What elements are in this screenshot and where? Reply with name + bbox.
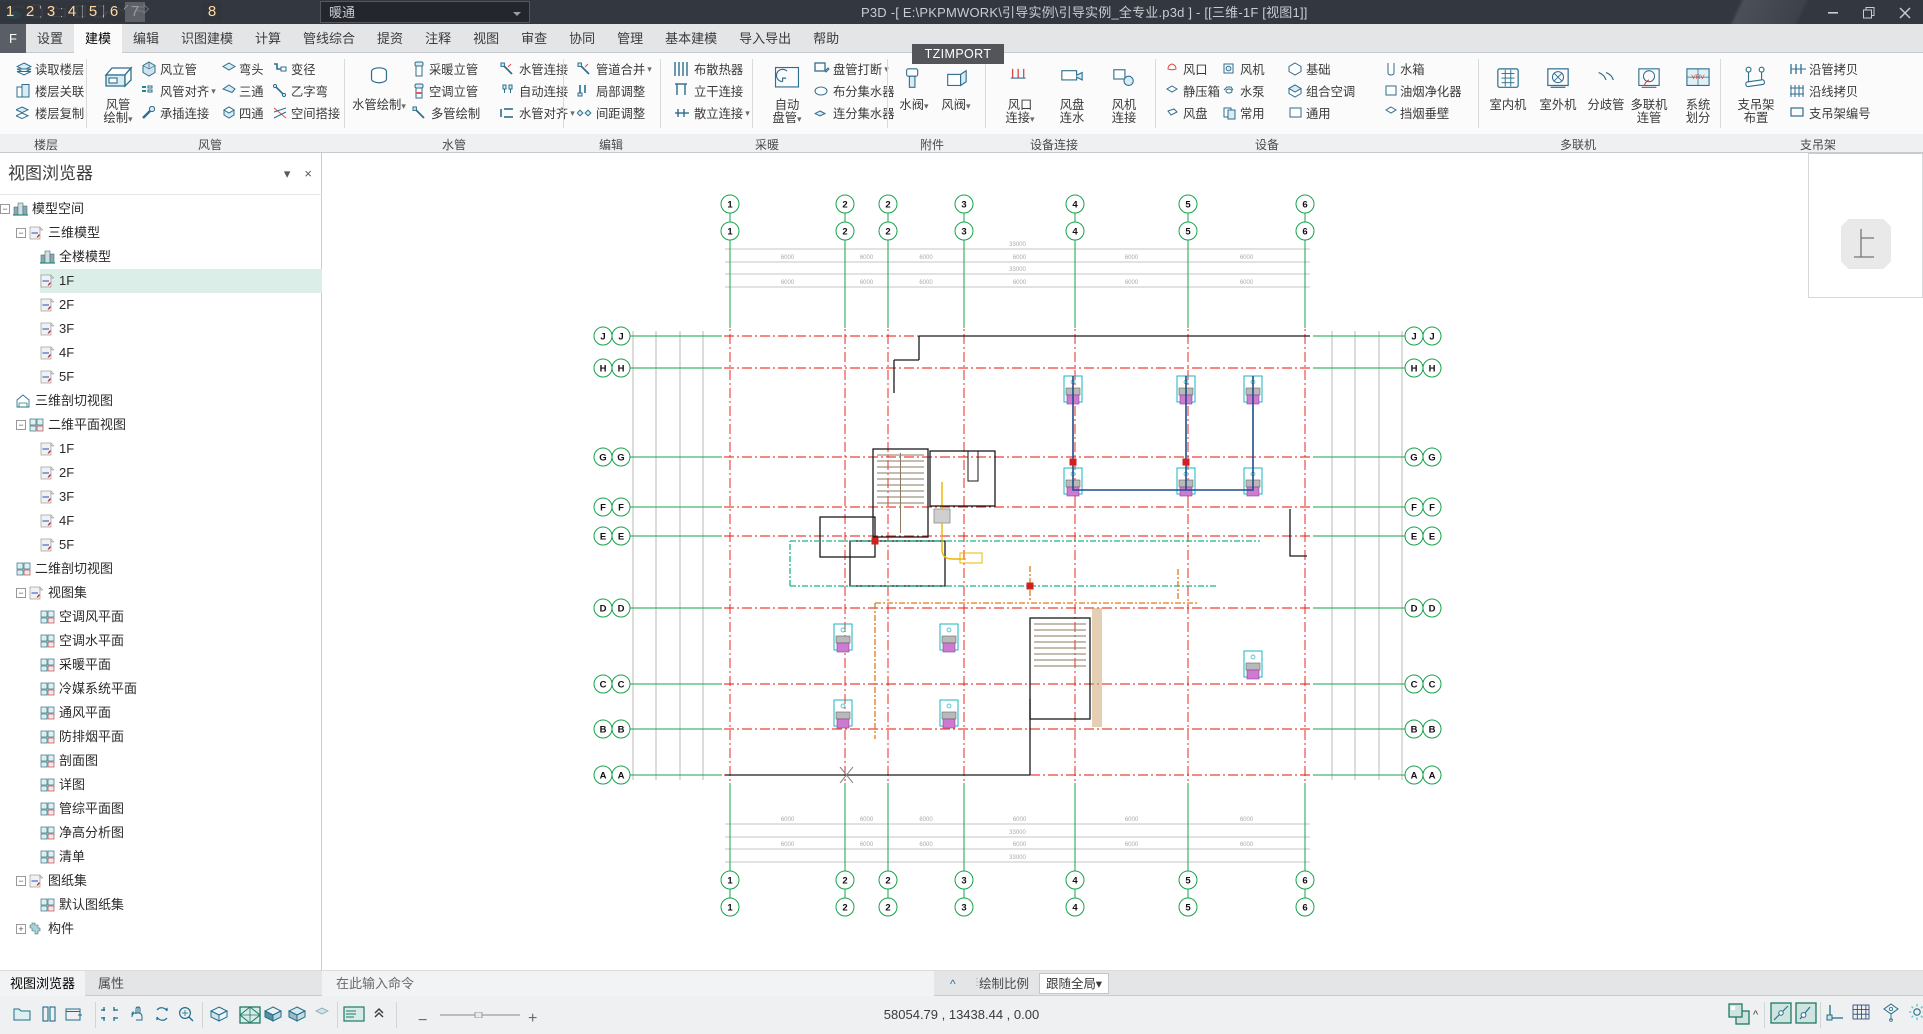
svg-text:J: J — [600, 332, 605, 343]
svg-text:6000: 6000 — [1240, 255, 1254, 261]
svg-text:6000: 6000 — [1125, 280, 1139, 286]
svg-text:A: A — [600, 771, 607, 782]
svg-text:6000: 6000 — [1013, 255, 1027, 261]
svg-text:D: D — [600, 604, 607, 615]
svg-text:G: G — [1410, 453, 1417, 464]
svg-text:6000: 6000 — [860, 817, 874, 823]
svg-text:2: 2 — [885, 903, 890, 914]
svg-text:4: 4 — [1072, 903, 1078, 914]
svg-text:33000: 33000 — [1009, 855, 1026, 861]
svg-text:B: B — [618, 725, 625, 736]
svg-text:3: 3 — [961, 903, 966, 914]
svg-text:2: 2 — [842, 903, 847, 914]
svg-text:6000: 6000 — [860, 255, 874, 261]
svg-text:5: 5 — [1185, 227, 1191, 238]
svg-text:D: D — [618, 604, 625, 615]
svg-text:6000: 6000 — [919, 842, 933, 848]
svg-text:6000: 6000 — [1240, 842, 1254, 848]
svg-text:J: J — [1429, 332, 1434, 343]
svg-text:4: 4 — [1072, 200, 1078, 211]
svg-text:3: 3 — [961, 200, 966, 211]
svg-text:2: 2 — [842, 200, 847, 211]
svg-text:1: 1 — [727, 200, 733, 211]
svg-text:F: F — [1429, 503, 1435, 514]
svg-text:D: D — [1429, 604, 1436, 615]
svg-text:C: C — [1411, 680, 1418, 691]
svg-text:6000: 6000 — [1125, 842, 1139, 848]
svg-text:6000: 6000 — [1013, 842, 1027, 848]
svg-text:3: 3 — [961, 227, 966, 238]
svg-text:2: 2 — [842, 876, 847, 887]
svg-text:E: E — [1429, 532, 1435, 543]
svg-text:33000: 33000 — [1009, 830, 1026, 836]
svg-text:G: G — [599, 453, 606, 464]
svg-text:2: 2 — [842, 227, 847, 238]
svg-text:B: B — [1429, 725, 1436, 736]
svg-text:6: 6 — [1302, 876, 1307, 887]
svg-text:2: 2 — [885, 227, 890, 238]
svg-text:F: F — [600, 503, 606, 514]
svg-text:5: 5 — [1185, 200, 1191, 211]
svg-text:6000: 6000 — [919, 255, 933, 261]
svg-text:A: A — [1429, 771, 1436, 782]
svg-text:5: 5 — [1185, 876, 1191, 887]
svg-text:J: J — [1411, 332, 1416, 343]
svg-text:3: 3 — [961, 876, 966, 887]
svg-text:B: B — [1411, 725, 1418, 736]
svg-text:C: C — [1429, 680, 1436, 691]
svg-text:6000: 6000 — [1240, 280, 1254, 286]
svg-text:6000: 6000 — [919, 280, 933, 286]
svg-text:6000: 6000 — [1013, 817, 1027, 823]
svg-text:4: 4 — [1072, 876, 1078, 887]
svg-text:6000: 6000 — [781, 280, 795, 286]
svg-text:6000: 6000 — [1240, 817, 1254, 823]
svg-text:6: 6 — [1302, 227, 1307, 238]
svg-text:G: G — [617, 453, 624, 464]
svg-text:H: H — [1411, 364, 1418, 375]
svg-text:F: F — [1411, 503, 1417, 514]
svg-text:H: H — [1429, 364, 1436, 375]
svg-text:C: C — [618, 680, 625, 691]
svg-text:A: A — [618, 771, 625, 782]
svg-text:6000: 6000 — [1013, 280, 1027, 286]
svg-text:E: E — [1411, 532, 1417, 543]
svg-text:H: H — [618, 364, 625, 375]
svg-text:E: E — [600, 532, 606, 543]
svg-text:2: 2 — [885, 200, 890, 211]
svg-text:33000: 33000 — [1009, 267, 1026, 273]
svg-text:4: 4 — [1072, 227, 1078, 238]
svg-text:1: 1 — [727, 227, 733, 238]
svg-text:6000: 6000 — [860, 842, 874, 848]
svg-text:C: C — [600, 680, 607, 691]
svg-text:A: A — [1411, 771, 1418, 782]
svg-text:6000: 6000 — [1125, 255, 1139, 261]
svg-text:E: E — [618, 532, 624, 543]
svg-text:6: 6 — [1302, 903, 1307, 914]
svg-text:D: D — [1411, 604, 1418, 615]
svg-text:2: 2 — [885, 876, 890, 887]
svg-text:5: 5 — [1185, 903, 1191, 914]
svg-text:33000: 33000 — [1009, 242, 1026, 248]
svg-text:H: H — [600, 364, 607, 375]
svg-text:6000: 6000 — [781, 842, 795, 848]
svg-text:J: J — [618, 332, 623, 343]
svg-text:G: G — [1428, 453, 1435, 464]
svg-text:1: 1 — [727, 903, 733, 914]
svg-text:6: 6 — [1302, 200, 1307, 211]
svg-text:1: 1 — [727, 876, 733, 887]
svg-text:B: B — [600, 725, 607, 736]
svg-text:6000: 6000 — [781, 817, 795, 823]
svg-text:6000: 6000 — [1125, 817, 1139, 823]
svg-text:6000: 6000 — [781, 255, 795, 261]
svg-text:6000: 6000 — [919, 817, 933, 823]
svg-text:F: F — [618, 503, 624, 514]
svg-text:6000: 6000 — [860, 280, 874, 286]
